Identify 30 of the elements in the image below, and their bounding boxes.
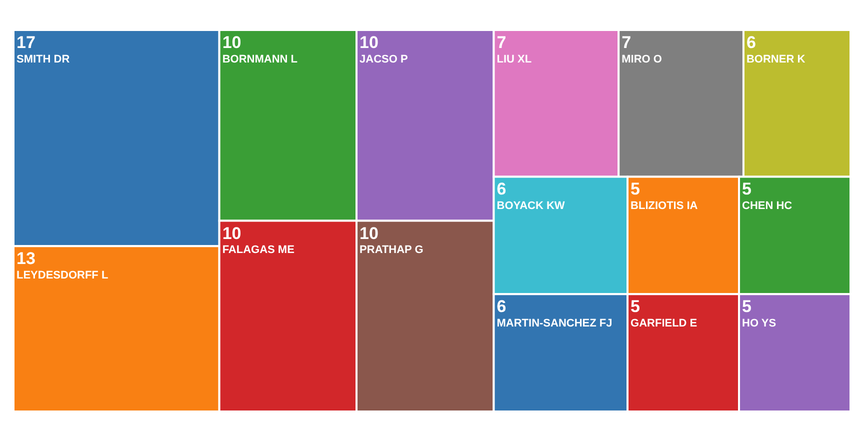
category-label: HO YS (742, 317, 776, 330)
data-label: 17 (16, 33, 36, 52)
data-label: 7 (496, 33, 506, 52)
data-label: 10 (222, 33, 242, 52)
data-label: 7 (622, 33, 632, 52)
data-label: 6 (496, 180, 506, 199)
category-label: SMITH DR (16, 53, 70, 66)
category-label: LEYDESDORFF L (16, 269, 108, 282)
data-label: 10 (360, 33, 378, 52)
category-label: MARTIN-SANCHEZ FJ (496, 317, 612, 330)
data-label: 10 (360, 224, 378, 243)
category-label: GARFIELD E (630, 317, 698, 330)
data-label: 5 (630, 180, 640, 199)
data-label: 6 (746, 33, 756, 52)
data-label: 10 (222, 224, 242, 243)
category-label: CHEN HC (742, 200, 792, 212)
data-label: 5 (630, 297, 640, 316)
category-label: BORNMANN L (222, 53, 298, 66)
category-label: MIRO O (622, 53, 662, 66)
category-label: BOYACK KW (496, 200, 566, 212)
category-label: BLIZIOTIS IA (630, 200, 698, 212)
data-label: 5 (742, 180, 752, 199)
data-label: 13 (16, 249, 36, 268)
data-label: 6 (496, 297, 506, 316)
data-label: 5 (742, 297, 752, 316)
category-label: PRATHAP G (360, 244, 424, 256)
category-label: FALAGAS ME (222, 244, 294, 256)
category-label: BORNER K (746, 53, 806, 66)
category-label: JACSO P (360, 53, 408, 66)
category-label: LIU XL (496, 53, 532, 66)
